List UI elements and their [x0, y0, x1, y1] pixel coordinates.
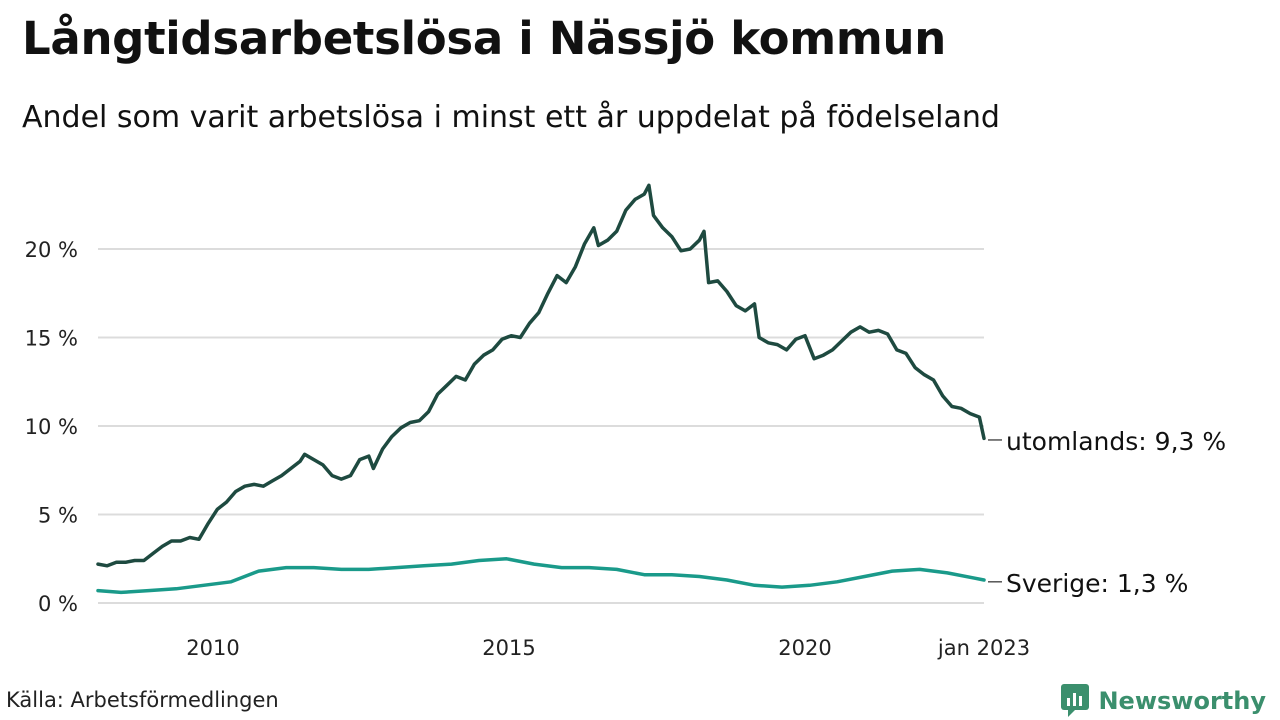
y-tick-label: 20 %: [25, 238, 78, 262]
x-tick-label: 2015: [482, 636, 535, 660]
y-tick-label: 15 %: [25, 327, 78, 351]
y-tick-label: 0 %: [38, 592, 78, 616]
series-line-utomlands: [96, 183, 986, 568]
y-tick-label: 5 %: [38, 504, 78, 528]
brand-name: Newsworthy: [1098, 687, 1266, 715]
x-tick-label: jan 2023: [937, 636, 1030, 660]
series-layer: [96, 183, 986, 595]
series-labels: utomlands: 9,3 % Sverige: 1,3 %: [988, 427, 1226, 598]
brand-logo: Newsworthy: [1060, 683, 1266, 719]
source-note: Källa: Arbetsförmedlingen: [6, 688, 279, 712]
y-axis-ticks: 0 % 5 % 10 % 15 % 20 %: [25, 238, 78, 616]
chart-subtitle: Andel som varit arbetslösa i minst ett å…: [22, 100, 1000, 135]
grid-layer: [98, 248, 984, 604]
series-end-label: Sverige: 1,3 %: [1006, 569, 1188, 598]
series-line-sverige: [96, 557, 986, 595]
y-tick-label: 10 %: [25, 415, 78, 439]
series-end-label: utomlands: 9,3 %: [1006, 427, 1226, 456]
newsworthy-icon: [1061, 684, 1090, 717]
chart-title: Långtidsarbetslösa i Nässjö kommun: [22, 12, 946, 65]
x-axis-ticks: 2010 2015 2020 jan 2023: [186, 636, 1030, 660]
x-tick-label: 2020: [778, 636, 831, 660]
x-tick-label: 2010: [186, 636, 239, 660]
